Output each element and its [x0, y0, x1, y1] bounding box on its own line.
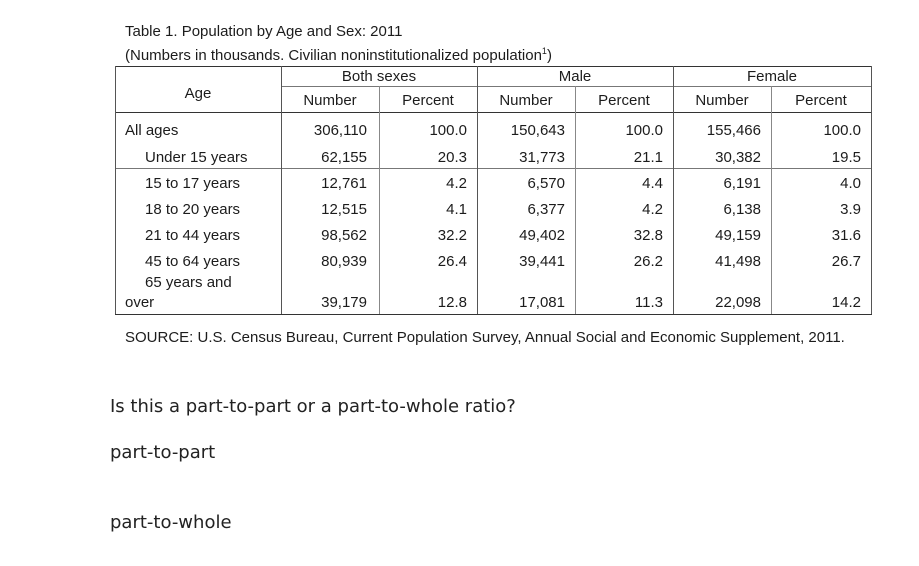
row-label: 45 to 64 years [145, 253, 241, 270]
cell-value: 100.0 [429, 122, 467, 139]
subheader-male-percent: Percent [598, 92, 650, 109]
cell-value: 12,761 [321, 175, 367, 192]
cell-value: 21.1 [633, 149, 663, 166]
cell-value: 62,155 [321, 149, 367, 166]
cell-value: 30,382 [715, 149, 761, 166]
table-left-border [115, 66, 116, 314]
female-divider [673, 66, 674, 314]
group-header-male: Male [558, 68, 592, 85]
table-source-note: SOURCE: U.S. Census Bureau, Current Popu… [125, 329, 845, 346]
both-percent-divider [379, 86, 380, 314]
group-header-female: Female [746, 68, 798, 85]
table-top-rule [115, 66, 872, 67]
cell-value: 39,441 [519, 253, 565, 270]
cell-value: 12.8 [437, 294, 467, 311]
row-label: 21 to 44 years [145, 227, 241, 244]
row-rule-1 [115, 168, 872, 169]
cell-value: 100.0 [823, 122, 861, 139]
table-subtitle-text: (Numbers in thousands. Civilian noninsti… [125, 47, 542, 64]
cell-value: 20.3 [437, 149, 467, 166]
subheader-male-number: Number [499, 92, 553, 109]
cell-value: 98,562 [321, 227, 367, 244]
cell-value: 22,098 [715, 294, 761, 311]
census-table-image: Table 1. Population by Age and Sex: 2011… [115, 18, 875, 373]
group-header-both: Both sexes [341, 68, 417, 85]
subheader-both-number: Number [303, 92, 357, 109]
row-label: 15 to 17 years [145, 175, 241, 192]
cell-value: 6,138 [723, 201, 761, 218]
female-percent-divider [771, 86, 772, 314]
cell-value: 306,110 [313, 122, 367, 139]
cell-value: 26.2 [633, 253, 663, 270]
male-percent-divider [575, 86, 576, 314]
cell-value: 4.4 [642, 175, 663, 192]
header-bottom-rule [115, 112, 872, 113]
cell-value: 4.2 [446, 175, 467, 192]
cell-value: 6,570 [527, 175, 565, 192]
table-bottom-rule [115, 314, 872, 315]
cell-value: 26.4 [437, 253, 467, 270]
table-right-border [871, 66, 872, 314]
cell-value: 11.3 [634, 294, 663, 311]
row-label-continued: over [125, 294, 155, 311]
row-label: 65 years and [145, 274, 232, 291]
subheader-both-percent: Percent [402, 92, 454, 109]
cell-value: 12,515 [321, 201, 367, 218]
cell-value: 4.0 [840, 175, 861, 192]
footnote-marker: 1 [541, 46, 547, 56]
row-label: All ages [125, 122, 179, 139]
row-label: 18 to 20 years [145, 201, 241, 218]
cell-value: 49,159 [715, 227, 761, 244]
group-header-rule [281, 86, 872, 87]
cell-value: 4.2 [642, 201, 663, 218]
cell-value: 150,643 [510, 122, 565, 139]
cell-value: 49,402 [519, 227, 565, 244]
question-prompt: Is this a part-to-part or a part-to-whol… [110, 396, 516, 417]
cell-value: 14.2 [831, 294, 861, 311]
table-title: Table 1. Population by Age and Sex: 2011 [125, 23, 403, 40]
row-label: Under 15 years [145, 149, 248, 166]
cell-value: 31.6 [831, 227, 861, 244]
age-header: Age [184, 85, 212, 102]
cell-value: 6,377 [527, 201, 565, 218]
cell-value: 155,466 [706, 122, 761, 139]
subheader-female-percent: Percent [795, 92, 847, 109]
cell-value: 41,498 [715, 253, 761, 270]
cell-value: 100.0 [625, 122, 663, 139]
cell-value: 80,939 [321, 253, 367, 270]
cell-value: 3.9 [840, 201, 861, 218]
table-subtitle: (Numbers in thousands. Civilian noninsti… [125, 46, 552, 65]
answer-option-part-to-part[interactable]: part-to-part [110, 442, 216, 463]
cell-value: 26.7 [831, 253, 861, 270]
cell-value: 4.1 [446, 201, 467, 218]
cell-value: 19.5 [831, 149, 861, 166]
cell-value: 39,179 [321, 294, 367, 311]
cell-value: 32.8 [633, 227, 663, 244]
subheader-female-number: Number [695, 92, 749, 109]
cell-value: 17,081 [519, 294, 565, 311]
answer-option-part-to-whole[interactable]: part-to-whole [110, 512, 232, 533]
cell-value: 6,191 [723, 175, 761, 192]
cell-value: 31,773 [519, 149, 565, 166]
age-column-divider [281, 66, 282, 314]
cell-value: 32.2 [437, 227, 467, 244]
table-subtitle-close: ) [546, 47, 552, 64]
male-divider [477, 66, 478, 314]
